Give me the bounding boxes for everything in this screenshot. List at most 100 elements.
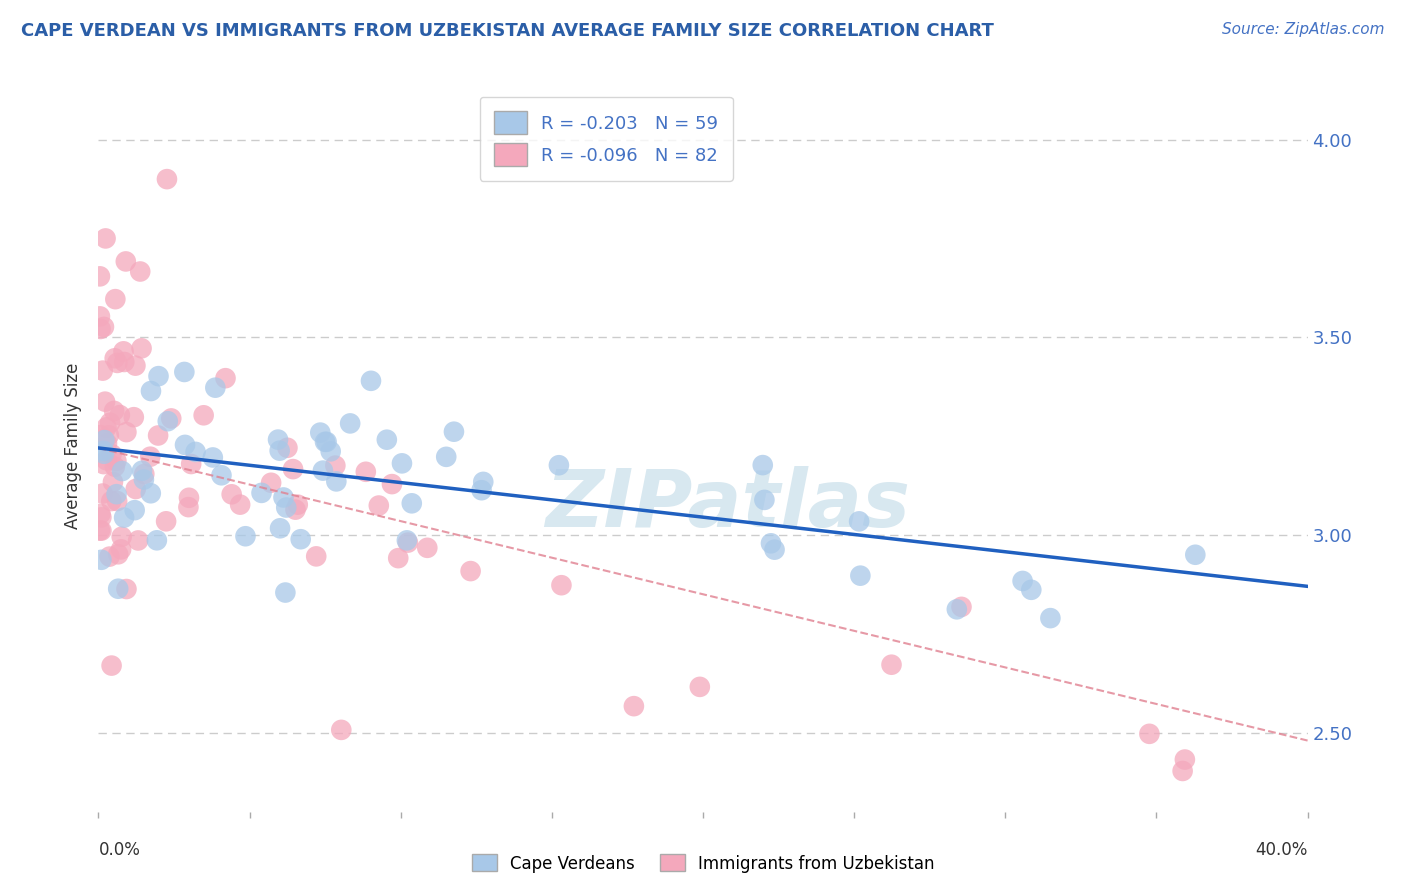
Point: [131, 342, 153, 356]
Point: [122, 410, 145, 425]
Point: [90, 553, 112, 567]
Point: [946, 602, 969, 616]
Point: [281, 462, 304, 476]
Point: [139, 450, 162, 464]
Point: [90, 510, 112, 524]
Point: [1171, 764, 1194, 778]
Point: [229, 498, 252, 512]
Point: [367, 499, 389, 513]
Point: [89, 310, 111, 324]
Point: [471, 483, 494, 498]
Point: [97, 428, 120, 442]
Point: [107, 582, 129, 596]
Point: [90, 524, 112, 538]
Point: [260, 475, 283, 490]
Point: [754, 492, 776, 507]
Point: [104, 351, 127, 366]
Point: [849, 568, 872, 582]
Point: [1039, 611, 1062, 625]
Point: [114, 254, 136, 268]
Point: [105, 494, 128, 508]
Point: [127, 533, 149, 548]
Point: [93, 319, 115, 334]
Point: [416, 541, 439, 555]
Point: [96, 436, 118, 450]
Point: [139, 384, 162, 398]
Point: [1011, 574, 1033, 588]
Point: [112, 510, 135, 524]
Point: [319, 444, 342, 458]
Point: [94, 394, 117, 409]
Point: [148, 369, 170, 384]
Point: [93, 443, 115, 458]
Point: [211, 468, 233, 483]
Point: [110, 542, 132, 557]
Point: [287, 498, 309, 512]
Point: [460, 564, 482, 578]
Point: [396, 535, 419, 549]
Point: [235, 529, 257, 543]
Point: [284, 502, 307, 516]
Point: [269, 443, 291, 458]
Point: [155, 514, 177, 528]
Point: [184, 445, 207, 459]
Point: [93, 457, 115, 471]
Point: [391, 456, 413, 470]
Point: [274, 585, 297, 599]
Point: [360, 374, 382, 388]
Point: [100, 494, 122, 508]
Point: [134, 467, 156, 481]
Point: [276, 500, 298, 515]
Point: [104, 459, 127, 474]
Point: [89, 269, 111, 284]
Point: [375, 433, 398, 447]
Point: [156, 172, 179, 186]
Point: [124, 359, 146, 373]
Point: [89, 524, 111, 538]
Point: [314, 434, 336, 449]
Point: [115, 425, 138, 439]
Point: [330, 723, 353, 737]
Legend: R = -0.203   N = 59, R = -0.096   N = 82: R = -0.203 N = 59, R = -0.096 N = 82: [479, 96, 733, 181]
Point: [93, 447, 115, 461]
Point: [125, 482, 148, 496]
Point: [401, 496, 423, 510]
Text: CAPE VERDEAN VS IMMIGRANTS FROM UZBEKISTAN AVERAGE FAMILY SIZE CORRELATION CHART: CAPE VERDEAN VS IMMIGRANTS FROM UZBEKIST…: [21, 22, 994, 40]
Point: [325, 475, 347, 489]
Point: [193, 409, 215, 423]
Point: [108, 408, 131, 422]
Legend: Cape Verdeans, Immigrants from Uzbekistan: Cape Verdeans, Immigrants from Uzbekista…: [465, 847, 941, 880]
Point: [94, 231, 117, 245]
Point: [752, 458, 775, 472]
Point: [250, 486, 273, 500]
Point: [100, 447, 122, 461]
Point: [173, 365, 195, 379]
Point: [112, 344, 135, 359]
Point: [111, 464, 134, 478]
Point: [156, 414, 179, 428]
Point: [1019, 582, 1042, 597]
Point: [395, 533, 418, 548]
Point: [472, 475, 495, 489]
Point: [146, 533, 169, 548]
Point: [100, 658, 122, 673]
Point: [90, 322, 112, 336]
Point: [312, 464, 335, 478]
Point: [105, 454, 128, 468]
Point: [689, 680, 711, 694]
Text: ZIPatlas: ZIPatlas: [544, 466, 910, 543]
Point: [160, 411, 183, 425]
Point: [315, 434, 337, 449]
Text: Source: ZipAtlas.com: Source: ZipAtlas.com: [1222, 22, 1385, 37]
Point: [269, 521, 291, 535]
Point: [339, 417, 361, 431]
Point: [107, 547, 129, 561]
Point: [146, 428, 169, 442]
Point: [267, 433, 290, 447]
Point: [325, 458, 347, 473]
Point: [204, 381, 226, 395]
Point: [105, 356, 128, 370]
Point: [96, 420, 118, 434]
Text: 40.0%: 40.0%: [1256, 841, 1308, 859]
Point: [139, 486, 162, 500]
